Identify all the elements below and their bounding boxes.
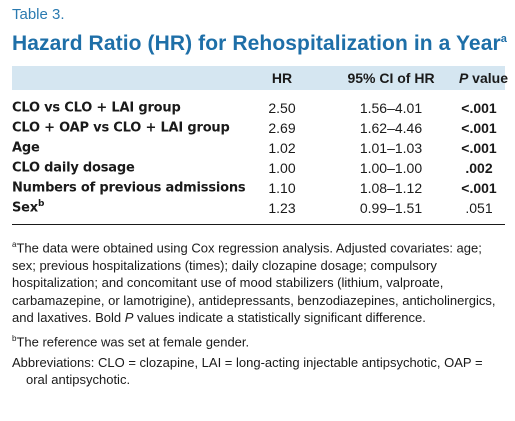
table-row: Numbers of previous admissions 1.10 1.08… (12, 179, 505, 199)
row-label: CLO daily dosage (12, 159, 135, 175)
table-footnotes: aThe data were obtained using Cox regres… (12, 236, 504, 392)
row-ci: 1.08–1.12 (359, 180, 423, 196)
p-rest: value (468, 70, 508, 86)
row-label: CLO + OAP vs CLO + LAI group (12, 119, 230, 135)
p-italic: P (458, 70, 469, 86)
row-ci: 1.56–4.01 (359, 100, 423, 116)
row-p-value: .051 (465, 200, 493, 216)
row-hr: 1.00 (268, 160, 296, 176)
table-title-text: Hazard Ratio (HR) for Rehospitalization … (12, 32, 501, 55)
row-hr: 1.23 (268, 200, 296, 216)
title-footnote-mark: a (500, 33, 507, 45)
table-label: Table 3. (12, 6, 65, 23)
row-label: Numbers of previous admissions (12, 179, 246, 196)
row-p-value: .002 (465, 160, 493, 176)
row-label: Sexb (12, 199, 44, 215)
row-p-value: <.001 (461, 140, 497, 156)
footnote-b: bThe reference was set at female gender. (12, 330, 504, 351)
footnote-abbreviations: Abbreviations: CLO = clozapine, LAI = lo… (12, 354, 483, 388)
row-hr: 1.02 (268, 140, 296, 156)
table-body: CLO vs CLO + LAI group 2.50 1.56–4.01 <.… (12, 99, 505, 219)
footnote-a-mark: a (12, 240, 17, 249)
footnote-a-italic-p: P (124, 310, 134, 326)
row-ci: 1.62–4.46 (359, 120, 423, 136)
row-label-text: Age (12, 140, 40, 156)
row-p-value: <.001 (461, 180, 497, 196)
row-ci: 1.01–1.03 (359, 140, 423, 156)
row-ci: 0.99–1.51 (359, 200, 423, 216)
table-header-band (12, 66, 505, 90)
row-label-text: Sex (12, 200, 38, 216)
row-footnote-mark: b (37, 199, 45, 209)
row-ci: 1.00–1.00 (359, 160, 423, 176)
column-header-hr: HR (271, 70, 293, 86)
row-label-text: Numbers of previous admissions (12, 180, 246, 196)
row-label: Age (12, 139, 40, 155)
table-row: CLO + OAP vs CLO + LAI group 2.69 1.62–4… (12, 119, 505, 139)
column-header-ci: 95% CI of HR (347, 70, 435, 86)
column-header-p-value: P value (452, 70, 508, 86)
table-bottom-rule (12, 224, 505, 225)
row-hr: 2.50 (268, 100, 296, 116)
footnote-a-text-1: The data were obtained using Cox regress… (12, 240, 496, 326)
table-row: Age 1.02 1.01–1.03 <.001 (12, 139, 505, 159)
row-p-value: <.001 (461, 120, 497, 136)
row-label-text: CLO vs CLO + LAI group (12, 100, 181, 116)
footnote-b-text: The reference was set at female gender. (16, 334, 250, 350)
footnote-a-text-2: values indicate a statistically signific… (133, 310, 426, 326)
row-label-text: CLO + OAP vs CLO + LAI group (12, 120, 230, 136)
row-label: CLO vs CLO + LAI group (12, 99, 181, 115)
footnote-b-mark: b (12, 333, 17, 343)
table-title: Hazard Ratio (HR) for Rehospitalization … (12, 32, 507, 56)
row-p-value: <.001 (461, 100, 497, 116)
footnote-a: aThe data were obtained using Cox regres… (12, 236, 504, 327)
row-hr: 2.69 (268, 120, 296, 136)
table-row: CLO daily dosage 1.00 1.00–1.00 .002 (12, 159, 505, 179)
row-label-text: CLO daily dosage (12, 160, 135, 176)
row-hr: 1.10 (268, 180, 296, 196)
table-row: Sexb 1.23 0.99–1.51 .051 (12, 199, 505, 219)
table-row: CLO vs CLO + LAI group 2.50 1.56–4.01 <.… (12, 99, 505, 119)
